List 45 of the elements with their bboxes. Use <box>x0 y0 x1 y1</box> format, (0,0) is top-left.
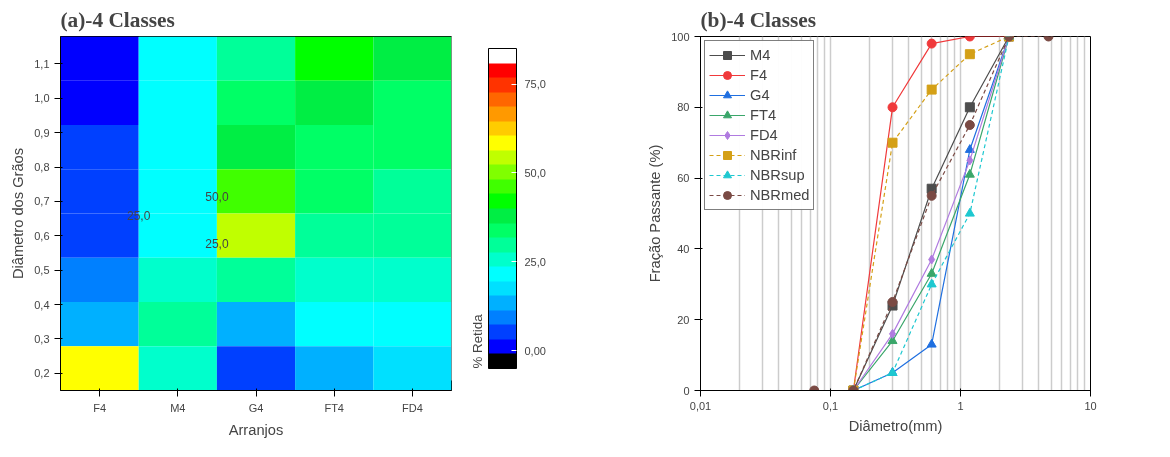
x-tick-label: 0,1 <box>822 399 839 412</box>
y-tick-label: 80 <box>677 101 690 114</box>
chart-title: (a)-4 Classes <box>60 7 175 32</box>
y-tick-label: 0 <box>683 384 690 397</box>
y-tick-label: 0,3 <box>34 332 50 345</box>
x-axis-title: Arranjos <box>228 421 284 438</box>
y-tick-label: 0,5 <box>34 264 50 277</box>
x-tick-label: FD4 <box>402 401 423 414</box>
color-bar-label: 75,0 <box>524 78 546 91</box>
y-axis-title: Fração Passante (%) <box>647 144 664 283</box>
y-tick-label: 0,8 <box>34 161 50 174</box>
y-tick-label: 60 <box>677 172 690 185</box>
y-tick-label: 100 <box>671 30 690 43</box>
legend-label: NBRmed <box>750 187 810 203</box>
legend-label: NBRsup <box>750 167 805 183</box>
x-tick-label: 10 <box>1084 399 1097 412</box>
y-tick-label: 1,0 <box>34 92 50 105</box>
x-tick-label: 1 <box>957 399 964 412</box>
annotation: 25,0 <box>127 208 151 223</box>
y-tick-label: 1,1 <box>34 58 50 70</box>
legend-label: NBRinf <box>750 147 797 163</box>
color-bar-title: % Retida <box>469 313 485 369</box>
x-axis-title: Diâmetro(mm) <box>848 417 943 434</box>
y-axis-title: Diâmetro dos Grãos <box>10 147 27 280</box>
legend-label: FT4 <box>750 107 777 123</box>
x-tick-label: M4 <box>170 401 186 414</box>
legend-label: F4 <box>750 67 769 83</box>
y-tick-label: 0,4 <box>34 298 50 311</box>
legend-label: M4 <box>750 47 771 63</box>
y-tick-label: 0,2 <box>34 367 50 380</box>
color-bar-label: 50,0 <box>524 166 546 179</box>
y-tick-label: 20 <box>677 313 690 326</box>
chart-title: (b)-4 Classes <box>700 7 817 32</box>
legend-label: FD4 <box>750 127 778 143</box>
x-tick-label: F4 <box>93 401 107 414</box>
y-tick-label: 0,9 <box>34 126 50 139</box>
y-tick-label: 0,7 <box>34 195 50 208</box>
x-tick-label: FT4 <box>324 401 344 414</box>
y-tick-label: 40 <box>677 242 690 255</box>
color-bar-label: 25,0 <box>524 255 546 268</box>
x-tick-label: 0,01 <box>689 399 712 412</box>
color-bar-label: 0,00 <box>524 344 546 357</box>
y-tick-label: 0,6 <box>34 229 50 242</box>
x-tick-label: G4 <box>248 401 264 414</box>
legend-label: G4 <box>750 87 770 103</box>
